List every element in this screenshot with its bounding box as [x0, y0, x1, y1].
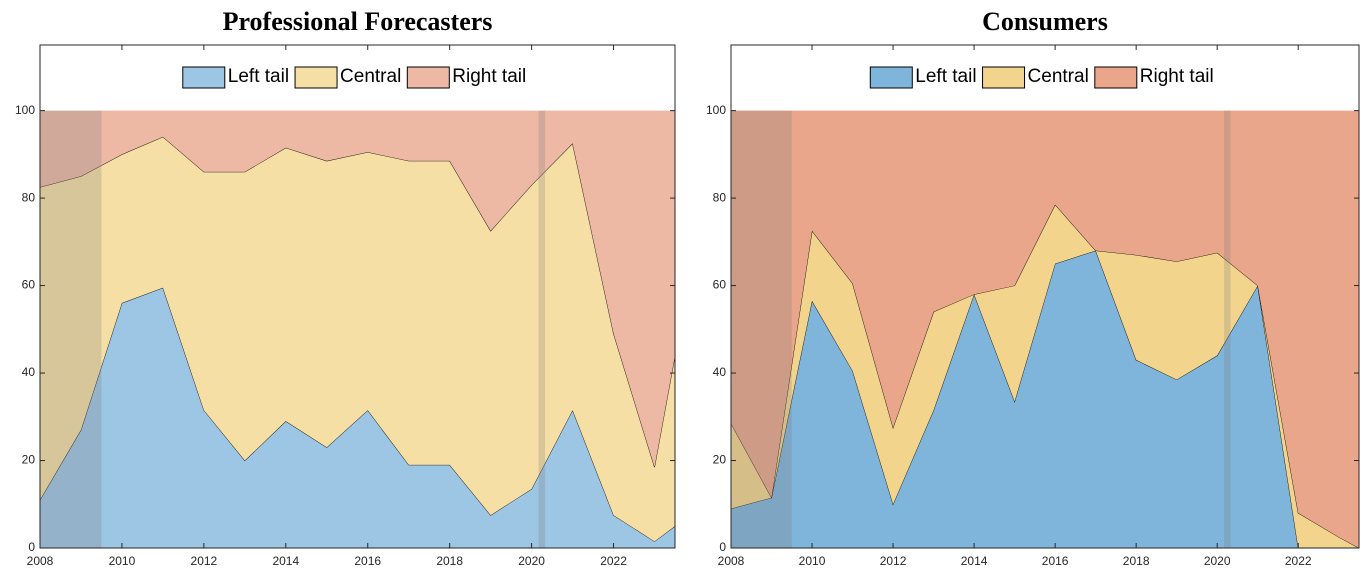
legend-label: Left tail: [228, 66, 289, 87]
y-tick-label: 60: [22, 278, 36, 292]
y-tick-label: 40: [22, 365, 36, 379]
y-tick-label: 60: [713, 278, 727, 292]
y-tick-label: 80: [713, 190, 727, 204]
y-tick-label: 80: [22, 190, 36, 204]
axes-box: [39, 44, 676, 549]
x-tick-label: 2016: [1042, 554, 1069, 568]
x-tick-label: 2022: [600, 554, 627, 568]
legend-label: Left tail: [915, 66, 976, 87]
x-tick-label: 2010: [109, 554, 136, 568]
x-tick-label: 2020: [1204, 554, 1231, 568]
area: [40, 110, 675, 468]
shaded-period: [538, 110, 546, 548]
x-tick-label: 2022: [1285, 554, 1312, 568]
legend-swatch: [869, 66, 913, 89]
y-tick-label: 100: [15, 103, 35, 117]
area: [40, 136, 675, 542]
x-tick-label: 2018: [1123, 554, 1150, 568]
y-tick-label: 20: [713, 453, 727, 467]
legend-label: Central: [340, 66, 401, 87]
y-tick-label: 40: [713, 365, 727, 379]
x-tick-label: 2012: [191, 554, 218, 568]
legend-swatch: [294, 66, 338, 89]
shaded-period: [1224, 110, 1231, 548]
y-tick-label: 100: [706, 103, 726, 117]
legend-swatch: [406, 66, 450, 89]
x-tick-label: 2014: [272, 554, 299, 568]
legend-swatch: [1094, 66, 1138, 89]
y-tick-label: 0: [719, 540, 726, 554]
y-tick-label: 20: [22, 453, 36, 467]
x-tick-label: 2018: [436, 554, 463, 568]
legend-swatch: [182, 66, 226, 89]
legend-swatch: [982, 66, 1026, 89]
legend-label: Central: [1028, 66, 1089, 87]
area: [731, 204, 1359, 548]
legend-label: Right tail: [452, 66, 526, 87]
area: [731, 250, 1359, 548]
area: [40, 287, 675, 548]
legend-label: Right tail: [1140, 66, 1214, 87]
chart-title: Professional Forecasters: [223, 7, 493, 36]
x-tick-label: 2020: [518, 554, 545, 568]
area: [731, 110, 1359, 548]
axes-box: [730, 44, 1360, 549]
chart-title: Consumers: [982, 7, 1108, 36]
x-tick-label: 2012: [880, 554, 907, 568]
x-tick-label: 2008: [718, 554, 745, 568]
x-tick-label: 2008: [27, 554, 54, 568]
x-tick-label: 2014: [961, 554, 988, 568]
y-tick-label: 0: [28, 540, 35, 554]
x-tick-label: 2010: [799, 554, 826, 568]
shaded-period: [40, 110, 102, 548]
shaded-period: [731, 110, 792, 548]
x-tick-label: 2016: [354, 554, 381, 568]
